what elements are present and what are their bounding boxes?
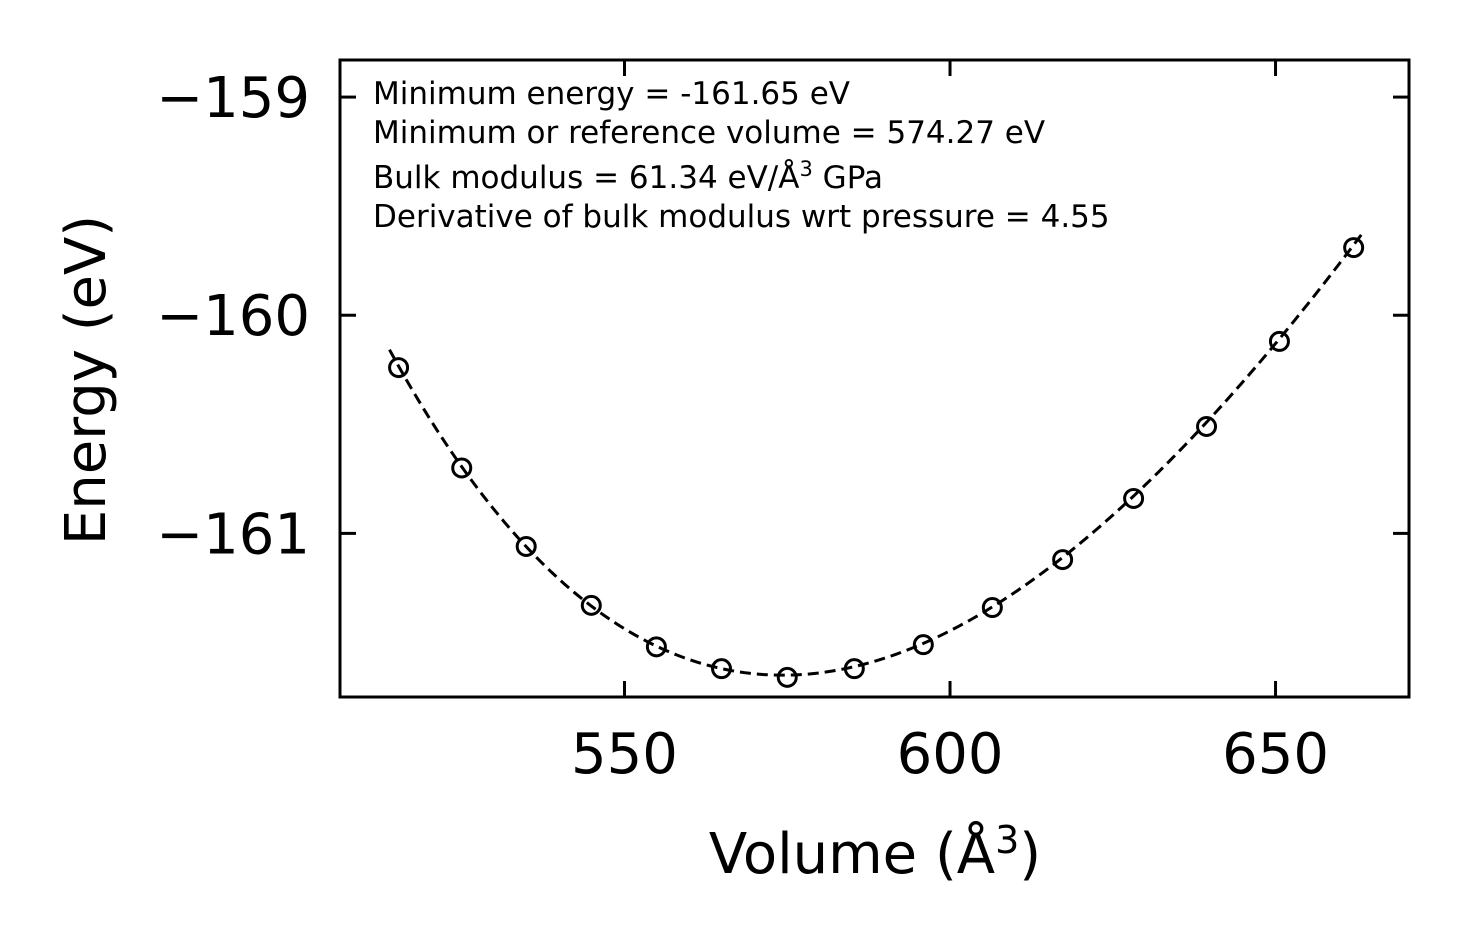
annotation-box: Minimum energy = -161.65 eV Minimum or r… <box>373 76 1110 235</box>
data-point <box>1268 330 1290 352</box>
data-point <box>912 634 934 656</box>
data-point <box>776 666 798 688</box>
data-point <box>711 658 733 680</box>
annotation-bulk-modulus-sup: 3 <box>799 157 812 181</box>
x-tick-label: 550 <box>571 722 678 787</box>
y-tick-label: −160 <box>156 284 310 349</box>
x-axis-label-tail: ) <box>1019 822 1041 887</box>
fit-curve-layer <box>388 231 1364 677</box>
x-tick-label: 650 <box>1222 722 1329 787</box>
data-point <box>451 457 473 479</box>
x-axis-label-sup: 3 <box>995 818 1019 862</box>
data-point <box>1052 549 1074 571</box>
fit-curve <box>388 231 1364 677</box>
y-tick-label: −161 <box>156 502 310 567</box>
data-point <box>515 535 537 557</box>
annotation-bulk-modulus: Bulk modulus = 61.34 eV/Å3 GPa <box>373 157 883 196</box>
x-axis-label: Volume (Å3) <box>709 818 1041 887</box>
annotation-bulk-modulus-unit: GPa <box>813 160 883 196</box>
annotation-bulk-modulus-derivative: Derivative of bulk modulus wrt pressure … <box>373 199 1110 235</box>
data-point <box>843 658 865 680</box>
data-point <box>1123 487 1145 509</box>
plot-area <box>340 60 1409 697</box>
data-point <box>1343 237 1365 259</box>
ticks-layer: 550 600 650 −159 −160 −161 <box>156 60 1409 787</box>
data-point <box>388 357 410 379</box>
x-tick-label: 600 <box>897 722 1004 787</box>
data-points-layer <box>388 237 1365 688</box>
x-axis-label-text: Volume (Å <box>709 821 995 887</box>
data-point <box>580 594 602 616</box>
annotation-min-energy: Minimum energy = -161.65 eV <box>373 76 850 112</box>
plot-frame <box>338 58 1411 699</box>
data-point <box>1196 415 1218 437</box>
data-point <box>645 636 667 658</box>
y-axis-label: Energy (eV) <box>54 215 119 545</box>
annotation-bulk-modulus-text: Bulk modulus = 61.34 eV/Å <box>373 160 799 196</box>
y-tick-label: −159 <box>156 66 310 131</box>
annotation-min-volume: Minimum or reference volume = 574.27 eV <box>373 115 1045 151</box>
data-point <box>981 597 1003 619</box>
